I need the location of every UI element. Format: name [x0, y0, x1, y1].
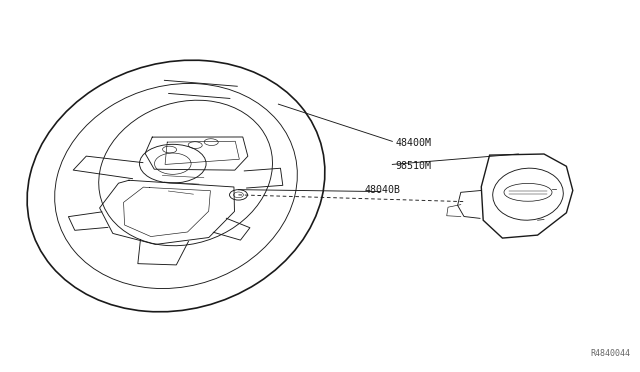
Text: R4840044: R4840044	[590, 349, 630, 358]
Text: 48400M: 48400M	[396, 138, 431, 148]
Text: 98510M: 98510M	[396, 161, 431, 170]
Text: 48040B: 48040B	[365, 185, 401, 195]
